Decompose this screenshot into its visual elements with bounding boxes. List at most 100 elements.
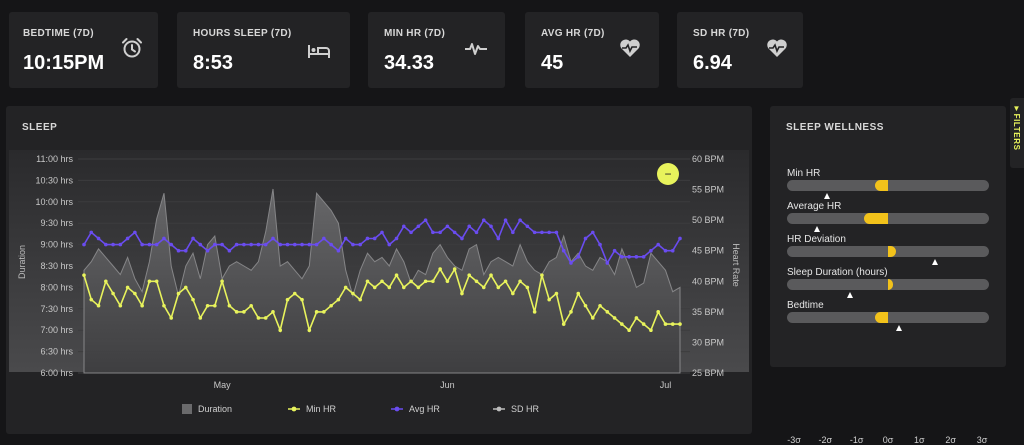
- avg-hr-point[interactable]: [234, 242, 239, 247]
- collapse-button[interactable]: −: [657, 163, 679, 185]
- avg-hr-point[interactable]: [656, 242, 660, 247]
- filters-tab[interactable]: ▼FILTERS: [1010, 98, 1024, 168]
- min-hr-point[interactable]: [431, 279, 435, 284]
- min-hr-point[interactable]: [343, 285, 348, 290]
- min-hr-point[interactable]: [234, 310, 239, 314]
- avg-hr-point[interactable]: [569, 261, 573, 265]
- min-hr-point[interactable]: [300, 297, 304, 302]
- min-hr-point[interactable]: [678, 322, 682, 326]
- avg-hr-point[interactable]: [125, 236, 130, 241]
- avg-hr-point[interactable]: [183, 248, 188, 253]
- min-hr-point[interactable]: [394, 273, 399, 277]
- min-hr-point[interactable]: [547, 297, 551, 302]
- avg-hr-point[interactable]: [191, 236, 195, 241]
- avg-hr-point[interactable]: [402, 224, 406, 229]
- min-hr-point[interactable]: [438, 267, 442, 271]
- min-hr-point[interactable]: [634, 316, 639, 320]
- avg-hr-point[interactable]: [670, 248, 675, 253]
- avg-hr-point[interactable]: [285, 242, 290, 247]
- min-hr-point[interactable]: [445, 279, 450, 284]
- avg-hr-point[interactable]: [278, 242, 283, 247]
- avg-hr-point[interactable]: [678, 236, 682, 241]
- min-hr-point[interactable]: [656, 310, 660, 314]
- avg-hr-point[interactable]: [511, 230, 515, 235]
- min-hr-point[interactable]: [213, 303, 217, 308]
- min-hr-point[interactable]: [263, 316, 268, 320]
- avg-hr-point[interactable]: [612, 248, 617, 253]
- avg-hr-point[interactable]: [256, 242, 261, 247]
- min-hr-point[interactable]: [82, 273, 86, 277]
- min-hr-point[interactable]: [649, 328, 653, 333]
- avg-hr-point[interactable]: [82, 242, 86, 247]
- avg-hr-point[interactable]: [627, 255, 631, 259]
- min-hr-point[interactable]: [307, 328, 312, 333]
- min-hr-point[interactable]: [496, 285, 501, 290]
- avg-hr-point[interactable]: [140, 242, 144, 247]
- avg-hr-point[interactable]: [409, 230, 413, 235]
- min-hr-point[interactable]: [96, 303, 101, 308]
- avg-hr-point[interactable]: [532, 230, 537, 235]
- avg-hr-point[interactable]: [525, 224, 530, 229]
- avg-hr-point[interactable]: [220, 242, 224, 247]
- min-hr-point[interactable]: [554, 291, 559, 296]
- avg-hr-point[interactable]: [423, 218, 428, 222]
- avg-hr-point[interactable]: [242, 242, 246, 247]
- min-hr-point[interactable]: [227, 303, 232, 308]
- min-hr-point[interactable]: [140, 303, 144, 308]
- min-hr-point[interactable]: [292, 291, 297, 296]
- min-hr-point[interactable]: [590, 316, 595, 320]
- min-hr-point[interactable]: [467, 273, 472, 277]
- avg-hr-point[interactable]: [162, 236, 166, 241]
- min-hr-point[interactable]: [518, 279, 522, 284]
- min-hr-point[interactable]: [249, 303, 253, 308]
- avg-hr-point[interactable]: [322, 236, 326, 241]
- avg-hr-point[interactable]: [89, 230, 94, 235]
- min-hr-point[interactable]: [89, 297, 94, 302]
- avg-hr-point[interactable]: [169, 242, 174, 247]
- min-hr-point[interactable]: [474, 279, 479, 284]
- min-hr-point[interactable]: [641, 322, 646, 326]
- avg-hr-point[interactable]: [154, 242, 159, 247]
- min-hr-point[interactable]: [532, 310, 537, 314]
- avg-hr-point[interactable]: [198, 242, 203, 247]
- avg-hr-point[interactable]: [227, 248, 232, 253]
- min-hr-point[interactable]: [489, 273, 493, 277]
- min-hr-point[interactable]: [525, 285, 530, 290]
- min-hr-point[interactable]: [336, 297, 341, 302]
- min-hr-point[interactable]: [402, 285, 406, 290]
- min-hr-point[interactable]: [111, 291, 115, 296]
- avg-hr-point[interactable]: [96, 236, 101, 241]
- min-hr-point[interactable]: [147, 279, 152, 284]
- min-hr-point[interactable]: [329, 303, 333, 308]
- avg-hr-point[interactable]: [416, 224, 421, 229]
- min-hr-point[interactable]: [561, 322, 566, 326]
- legend-item-sd-hr[interactable]: SD HR: [493, 404, 539, 414]
- min-hr-point[interactable]: [278, 328, 283, 333]
- avg-hr-point[interactable]: [394, 236, 399, 241]
- min-hr-point[interactable]: [176, 291, 181, 296]
- avg-hr-point[interactable]: [590, 230, 595, 235]
- min-hr-point[interactable]: [365, 279, 370, 284]
- min-hr-point[interactable]: [191, 297, 195, 302]
- avg-hr-point[interactable]: [489, 224, 493, 229]
- avg-hr-point[interactable]: [336, 248, 341, 253]
- avg-hr-point[interactable]: [641, 255, 646, 259]
- avg-hr-point[interactable]: [314, 242, 319, 247]
- min-hr-point[interactable]: [118, 303, 123, 308]
- avg-hr-point[interactable]: [249, 242, 253, 247]
- avg-hr-point[interactable]: [329, 242, 333, 247]
- avg-hr-point[interactable]: [598, 242, 602, 247]
- avg-hr-point[interactable]: [452, 230, 457, 235]
- min-hr-point[interactable]: [423, 279, 428, 284]
- min-hr-point[interactable]: [314, 310, 319, 314]
- min-hr-point[interactable]: [605, 310, 610, 314]
- avg-hr-point[interactable]: [263, 242, 268, 247]
- avg-hr-point[interactable]: [343, 236, 348, 241]
- avg-hr-point[interactable]: [133, 230, 137, 235]
- avg-hr-point[interactable]: [634, 255, 639, 259]
- min-hr-point[interactable]: [387, 285, 392, 290]
- avg-hr-point[interactable]: [271, 236, 275, 241]
- min-hr-point[interactable]: [612, 316, 617, 320]
- min-hr-point[interactable]: [104, 279, 108, 284]
- min-hr-point[interactable]: [322, 310, 326, 314]
